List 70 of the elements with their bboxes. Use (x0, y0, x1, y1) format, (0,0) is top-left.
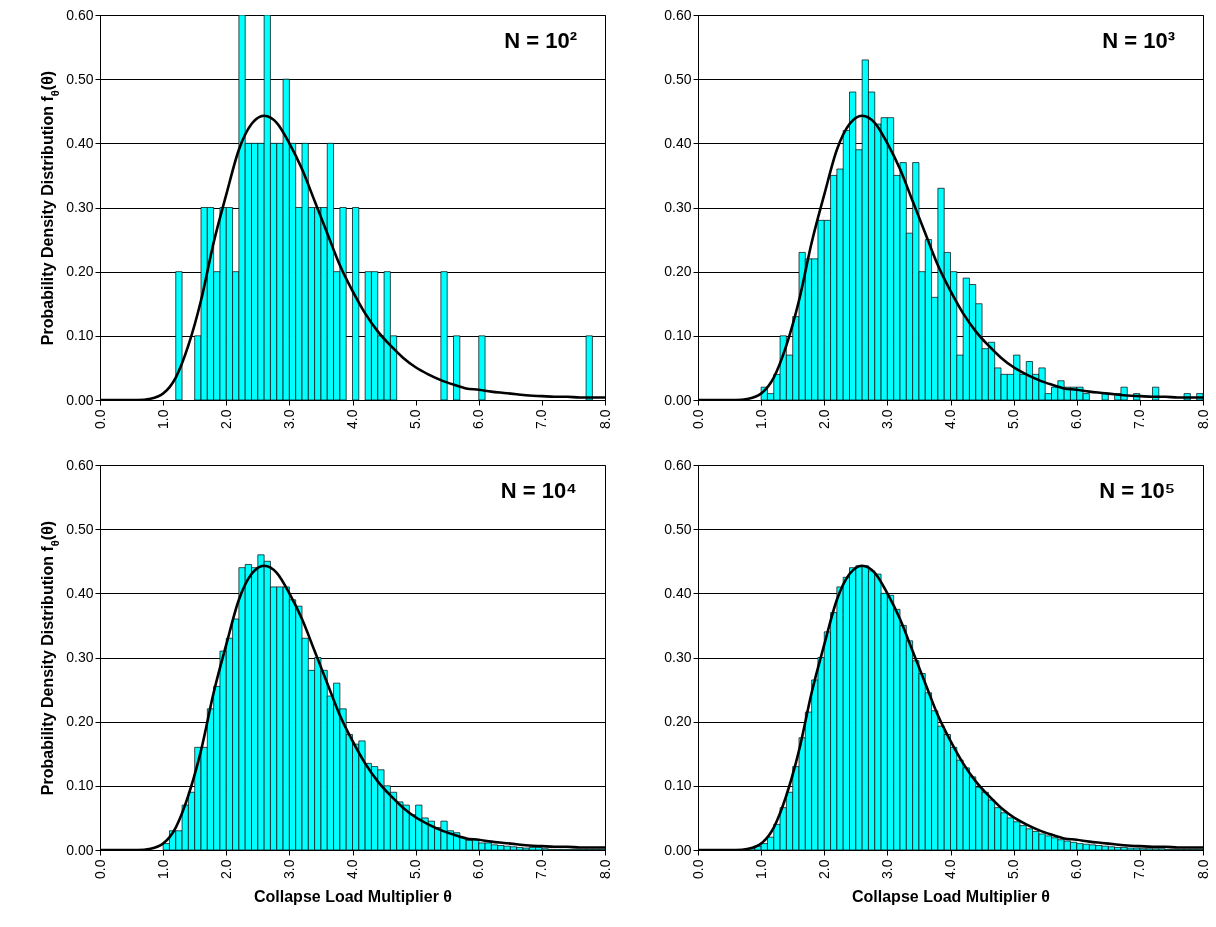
x-tick-label: 8.0 (1194, 859, 1211, 879)
y-tick-label: 0.40 (66, 584, 94, 601)
x-tick-label: 4.0 (344, 859, 360, 879)
x-tick-label: 0.0 (689, 859, 706, 879)
y-tick-label: 0.60 (66, 456, 94, 473)
x-tick-label: 4.0 (942, 859, 958, 879)
y-tick-label: 0.60 (66, 6, 94, 23)
y-tick-label: 0.10 (664, 327, 692, 344)
y-tick-label: 0.40 (66, 134, 94, 151)
x-tick-label: 7.0 (1131, 859, 1148, 879)
y-tick-label: 0.00 (664, 841, 692, 858)
x-tick-label: 0.0 (91, 409, 108, 429)
x-tick-label: 2.0 (217, 409, 234, 429)
x-tick-label: 1.0 (752, 409, 769, 429)
x-tick-label: 2.0 (217, 859, 234, 879)
x-tick-label: 6.0 (470, 859, 487, 879)
x-tick-label: 6.0 (470, 409, 487, 429)
x-tick-label: 0.0 (689, 409, 706, 429)
y-tick-label: 0.30 (664, 649, 692, 665)
y-tick-label: 0.10 (66, 777, 94, 794)
x-tick-label: 6.0 (1068, 859, 1085, 879)
y-tick-label: 0.20 (66, 713, 94, 730)
y-tick-label: 0.50 (664, 70, 692, 87)
y-tick-label: 0.30 (664, 199, 692, 215)
y-tick-label: 0.50 (66, 70, 94, 87)
y-tick-label: 0.20 (664, 713, 692, 730)
x-tick-label: 5.0 (1005, 859, 1022, 879)
y-tick-label: 0.20 (66, 263, 94, 280)
x-tick-label: 7.0 (533, 409, 550, 429)
x-tick-label: 3.0 (878, 409, 895, 429)
annotation: N = 10⁴ (500, 478, 577, 503)
y-tick-label: 0.30 (66, 199, 94, 215)
x-tick-label: 3.0 (878, 859, 895, 879)
x-tick-label: 3.0 (280, 859, 297, 879)
y-tick-label: 0.10 (664, 777, 692, 794)
y-tick-label: 0.50 (66, 520, 94, 537)
y-tick-label: 0.30 (66, 649, 94, 665)
y-tick-label: 0.50 (664, 520, 692, 537)
annotation: N = 10⁵ (1099, 478, 1175, 503)
y-tick-label: 0.40 (664, 584, 692, 601)
x-tick-label: 5.0 (407, 859, 424, 879)
y-tick-label: 0.00 (66, 391, 94, 408)
x-tick-label: 2.0 (815, 409, 832, 429)
x-tick-label: 8.0 (596, 859, 613, 879)
y-tick-label: 0.60 (664, 6, 692, 23)
x-tick-label: 6.0 (1068, 409, 1085, 429)
x-tick-label: 7.0 (1131, 409, 1148, 429)
y-tick-label: 0.00 (664, 391, 692, 408)
annotation: N = 10³ (1102, 28, 1175, 53)
x-tick-label: 1.0 (154, 859, 171, 879)
x-axis-title: Collapse Load Multiplier θ (852, 887, 1050, 905)
y-tick-label: 0.10 (66, 327, 94, 344)
x-tick-label: 4.0 (344, 409, 360, 429)
x-tick-label: 3.0 (280, 409, 297, 429)
x-tick-label: 1.0 (752, 859, 769, 879)
x-tick-label: 5.0 (1005, 409, 1022, 429)
x-tick-label: 2.0 (815, 859, 832, 879)
y-tick-label: 0.00 (66, 841, 94, 858)
x-tick-label: 7.0 (533, 859, 550, 879)
annotation: N = 10² (504, 28, 577, 53)
x-tick-label: 4.0 (942, 409, 958, 429)
y-tick-label: 0.20 (664, 263, 692, 280)
x-tick-label: 8.0 (1194, 409, 1211, 429)
x-tick-label: 8.0 (596, 409, 613, 429)
x-tick-label: 0.0 (91, 859, 108, 879)
x-tick-label: 1.0 (154, 409, 171, 429)
x-tick-label: 5.0 (407, 409, 424, 429)
x-axis-title: Collapse Load Multiplier θ (254, 887, 452, 905)
y-tick-label: 0.40 (664, 134, 692, 151)
y-tick-label: 0.60 (664, 456, 692, 473)
